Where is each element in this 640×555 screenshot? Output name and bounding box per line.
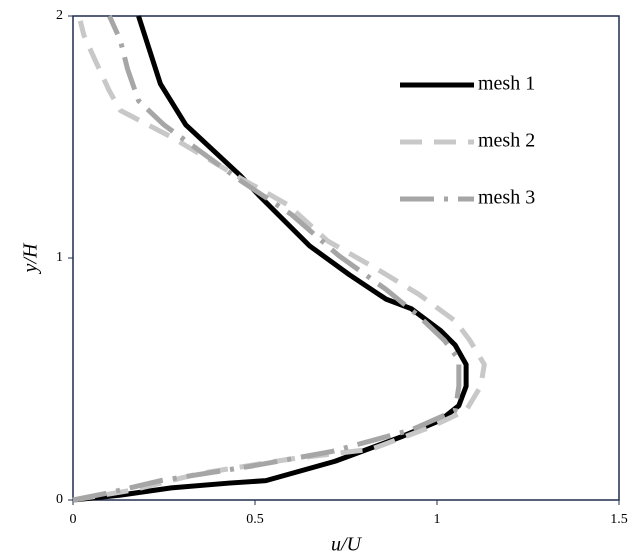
y-tick-label: 1 xyxy=(56,250,63,265)
x-tick-label: 1 xyxy=(434,512,441,527)
series-line xyxy=(72,14,462,503)
x-tick-label: 1.5 xyxy=(610,512,628,527)
y-tick-label: 0 xyxy=(56,492,63,507)
series-line xyxy=(72,20,487,503)
y-tick-label: 2 xyxy=(56,8,63,23)
x-tick-label: 0.5 xyxy=(246,512,264,527)
legend-label: mesh 3 xyxy=(478,187,535,209)
legend-label: mesh 1 xyxy=(478,73,535,95)
legend-label: mesh 2 xyxy=(478,130,535,152)
y-axis-title: y/H xyxy=(20,242,42,274)
x-tick-label: 0 xyxy=(70,512,77,527)
x-axis-title: u/U xyxy=(331,534,363,555)
